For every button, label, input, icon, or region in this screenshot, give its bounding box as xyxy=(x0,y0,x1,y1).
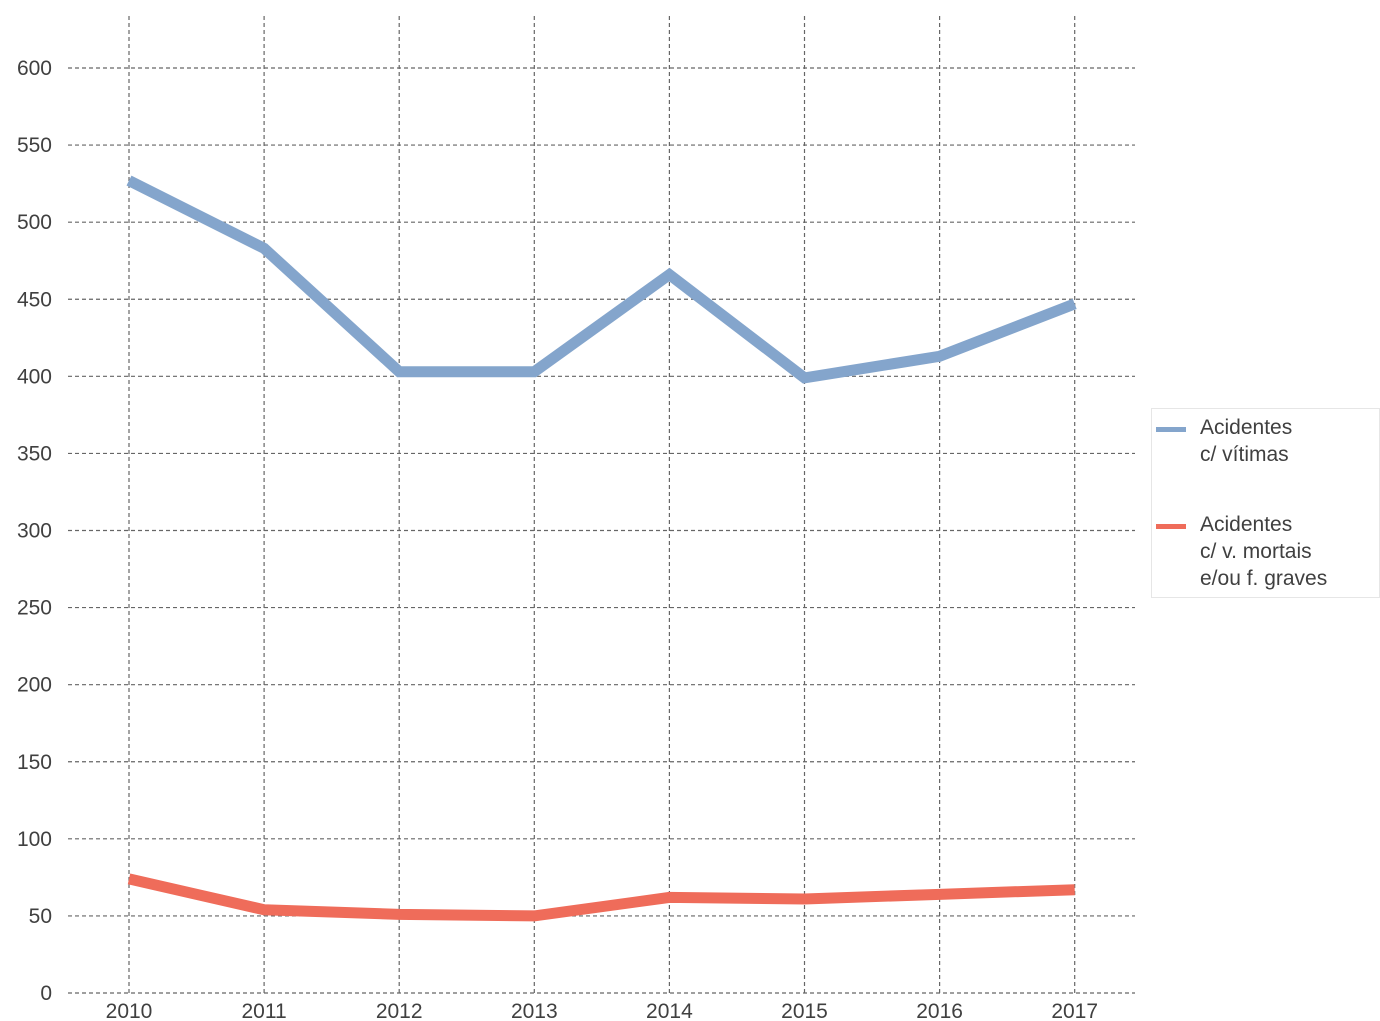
x-tick-label: 2017 xyxy=(1051,1000,1098,1021)
legend: Acidentes c/ vítimas Acidentes c/ v. mor… xyxy=(1151,408,1380,598)
y-tick-label: 400 xyxy=(17,365,52,388)
y-tick-label: 600 xyxy=(17,57,52,80)
legend-swatch-series-1 xyxy=(1156,427,1186,432)
x-tick-label: 2013 xyxy=(511,1000,558,1021)
y-tick-label: 200 xyxy=(17,674,52,697)
grid xyxy=(68,16,1135,994)
x-tick-label: 2010 xyxy=(106,1000,153,1021)
legend-label-line: Acidentes xyxy=(1200,513,1293,536)
series-line-1 xyxy=(126,175,1077,384)
y-tick-label: 150 xyxy=(17,751,52,774)
y-tick-label: 50 xyxy=(29,905,52,928)
y-axis-ticks: 0 50 100 150 200 250 300 350 400 450 500 550 600 xyxy=(17,57,52,1005)
x-tick-label: 2014 xyxy=(646,1000,693,1021)
y-tick-label: 0 xyxy=(40,982,52,1005)
y-tick-label: 300 xyxy=(17,520,52,543)
x-tick-label: 2016 xyxy=(916,1000,963,1021)
legend-label-line: Acidentes xyxy=(1200,416,1293,439)
legend-label-line: e/ou f. graves xyxy=(1200,567,1328,590)
x-tick-label: 2015 xyxy=(781,1000,828,1021)
y-tick-label: 350 xyxy=(17,442,52,465)
legend-label-line: c/ v. mortais xyxy=(1200,540,1312,563)
x-axis-ticks: 2010 2011 2012 2013 2014 2015 2016 2017 xyxy=(106,1000,1098,1021)
legend-label-series-1: Acidentes c/ vítimas xyxy=(1200,414,1292,468)
y-tick-label: 550 xyxy=(17,134,52,157)
y-tick-label: 250 xyxy=(17,597,52,620)
x-tick-label: 2012 xyxy=(376,1000,423,1021)
y-tick-label: 100 xyxy=(17,828,52,851)
series-lines xyxy=(126,175,1077,922)
series-line-2 xyxy=(127,873,1075,922)
x-tick-label: 2011 xyxy=(242,1000,287,1021)
legend-label-line: c/ vítimas xyxy=(1200,443,1289,466)
y-tick-label: 500 xyxy=(17,211,52,234)
legend-swatch-series-2 xyxy=(1156,524,1186,529)
legend-label-series-2: Acidentes c/ v. mortais e/ou f. graves xyxy=(1200,511,1327,592)
y-tick-label: 450 xyxy=(17,288,52,311)
